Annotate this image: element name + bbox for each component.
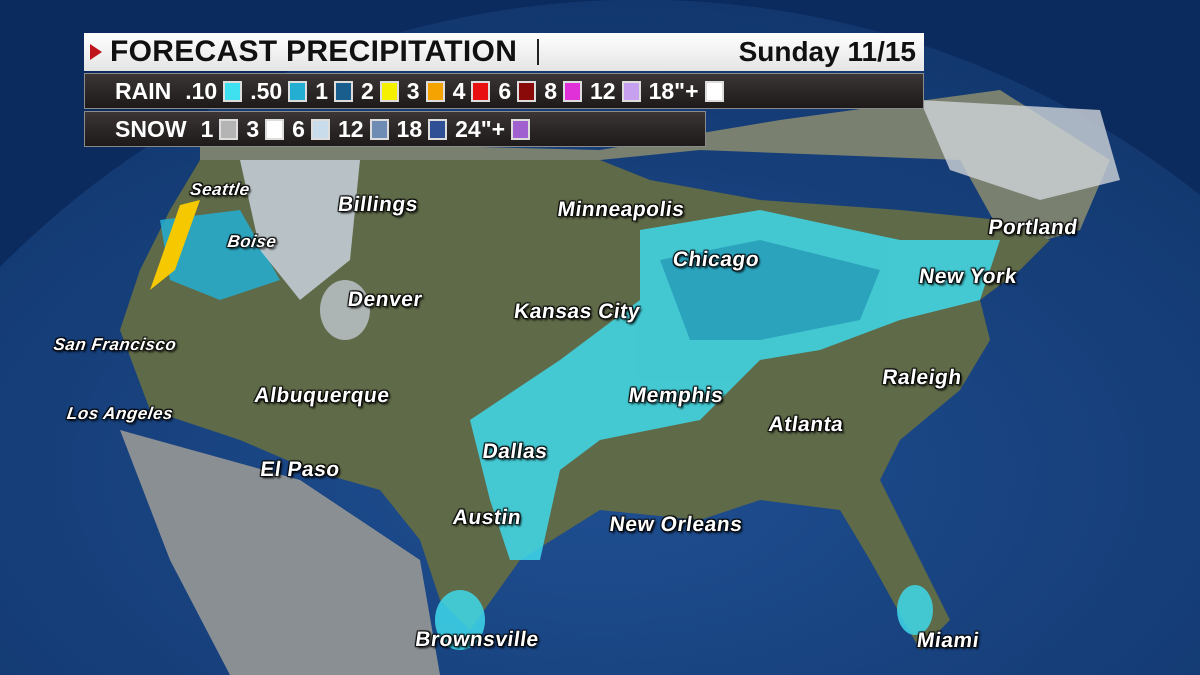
city-label: Brownsville bbox=[413, 628, 541, 651]
city-label: Denver bbox=[346, 288, 424, 311]
color-swatch bbox=[471, 80, 491, 102]
city-label: Raleigh bbox=[880, 366, 964, 389]
rain-areas bbox=[160, 210, 1000, 650]
rain-label: RAIN bbox=[115, 77, 172, 104]
city-label: Billings bbox=[336, 193, 420, 216]
color-swatch bbox=[517, 80, 537, 102]
rain-legend: RAIN .10.50 1 2 3 4 6 8 12 18"+ bbox=[84, 73, 924, 109]
legend: FORECAST PRECIPITATION Sunday 11/15 RAIN… bbox=[84, 33, 924, 147]
legend-value: 4 bbox=[452, 77, 466, 104]
snow-legend-item: 12 bbox=[338, 116, 389, 143]
legend-value: .50 bbox=[250, 77, 283, 104]
rain-legend-item: 3 bbox=[407, 78, 445, 105]
city-label: Albuquerque bbox=[252, 384, 392, 407]
color-swatch bbox=[219, 118, 239, 140]
legend-value: 1 bbox=[200, 115, 214, 142]
color-swatch bbox=[428, 118, 448, 140]
play-arrow-icon bbox=[90, 44, 102, 60]
city-label: Dallas bbox=[481, 440, 550, 463]
mexico-land bbox=[120, 430, 440, 675]
color-swatch bbox=[704, 80, 724, 102]
color-swatch bbox=[511, 118, 531, 140]
divider bbox=[537, 39, 540, 65]
snow-legend-item: 1 bbox=[201, 116, 239, 143]
canada-land bbox=[200, 90, 1110, 250]
city-label: Los Angeles bbox=[65, 404, 175, 423]
snow-legend-item: 6 bbox=[292, 116, 330, 143]
legend-value: 12 bbox=[337, 115, 364, 142]
snow-legend-item: 18 bbox=[397, 116, 448, 143]
color-swatch bbox=[562, 80, 582, 102]
legend-value: 24"+ bbox=[455, 115, 506, 142]
city-label: Miami bbox=[915, 629, 981, 652]
city-label: Austin bbox=[451, 506, 523, 529]
city-label: Atlanta bbox=[767, 413, 846, 436]
legend-value: 3 bbox=[246, 115, 260, 142]
city-label: El Paso bbox=[258, 458, 342, 481]
color-swatch bbox=[265, 118, 285, 140]
legend-value: .10 bbox=[185, 77, 218, 104]
title-bar: FORECAST PRECIPITATION Sunday 11/15 bbox=[84, 33, 924, 71]
snow-legend-item: 3 bbox=[246, 115, 285, 143]
rain-legend-item: 12 bbox=[590, 78, 641, 105]
color-swatch bbox=[379, 80, 399, 102]
rain-legend-item: .10 bbox=[185, 77, 243, 105]
rain-legend-item: .50 bbox=[250, 77, 308, 105]
rain-legend-item: 2 bbox=[361, 78, 399, 105]
city-label: New York bbox=[917, 265, 1019, 288]
legend-value: 2 bbox=[361, 77, 374, 104]
color-swatch bbox=[369, 118, 389, 140]
city-label: San Francisco bbox=[52, 335, 178, 354]
forecast-date: Sunday 11/15 bbox=[738, 36, 916, 67]
legend-value: 6 bbox=[498, 77, 512, 104]
legend-value: 18 bbox=[396, 115, 423, 142]
legend-value: 6 bbox=[292, 115, 305, 142]
rain-legend-item: 8 bbox=[544, 78, 582, 105]
snow-legend-item: 24"+ bbox=[455, 115, 531, 143]
rain-legend-item: 4 bbox=[453, 78, 491, 105]
color-swatch bbox=[334, 80, 353, 102]
legend-value: 1 bbox=[315, 77, 328, 104]
city-label: Kansas City bbox=[512, 300, 642, 323]
color-swatch bbox=[223, 80, 243, 102]
city-label: Boise bbox=[226, 232, 278, 251]
legend-value: 18"+ bbox=[648, 77, 699, 104]
city-label: New Orleans bbox=[608, 513, 745, 536]
legend-value: 3 bbox=[406, 77, 420, 104]
rain-legend-item: 6 bbox=[498, 77, 537, 105]
color-swatch bbox=[425, 80, 445, 102]
color-swatch bbox=[288, 80, 308, 102]
color-swatch bbox=[310, 118, 330, 140]
snow-areas bbox=[150, 100, 1120, 340]
map-title: FORECAST PRECIPITATION bbox=[110, 35, 518, 68]
city-label: Portland bbox=[986, 216, 1080, 239]
rain-legend-item: 18"+ bbox=[649, 78, 724, 105]
legend-value: 12 bbox=[589, 77, 616, 104]
city-label: Memphis bbox=[627, 384, 725, 407]
snow-legend: SNOW 1 3 6 12 18 24"+ bbox=[84, 111, 706, 147]
city-label: Minneapolis bbox=[556, 198, 687, 221]
color-swatch bbox=[621, 80, 641, 102]
city-label: Chicago bbox=[671, 248, 761, 271]
legend-value: 8 bbox=[544, 77, 557, 104]
snow-label: SNOW bbox=[115, 115, 187, 142]
city-label: Seattle bbox=[189, 180, 252, 199]
rain-legend-item: 1 bbox=[315, 78, 353, 105]
